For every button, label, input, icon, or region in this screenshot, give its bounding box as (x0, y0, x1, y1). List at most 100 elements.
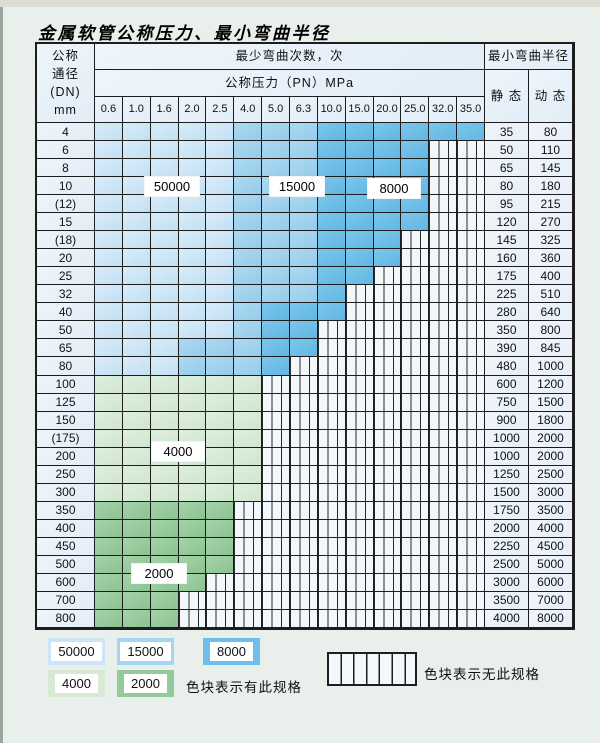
static-radius-cell: 2250 (485, 537, 529, 556)
zone-cell (262, 501, 290, 520)
zone-cell (457, 159, 485, 178)
zone-cell (95, 465, 123, 484)
zone-cell (429, 609, 458, 628)
zone-cell (290, 483, 318, 502)
zone-cell (178, 249, 207, 268)
dynamic-radius-cell: 510 (529, 285, 573, 304)
zone-cell (457, 249, 485, 268)
static-radius-cell: 3000 (485, 573, 529, 592)
zone-cell (317, 465, 346, 484)
zone-cell (290, 393, 318, 412)
legend-no-spec-hatch-box (327, 652, 417, 686)
zone-cell (150, 465, 179, 484)
dynamic-radius-cell: 400 (529, 267, 573, 286)
legend-swatch-8000: 8000 (203, 638, 260, 665)
dn-cell: 250 (37, 465, 95, 484)
zone-cell (234, 267, 263, 286)
dn-cell: 15 (37, 213, 95, 232)
zone-cell (122, 447, 151, 466)
zone-cell (373, 537, 402, 556)
static-radius-cell: 145 (485, 231, 529, 250)
zone-cell (234, 483, 263, 502)
zone-cell (206, 447, 235, 466)
dynamic-column-header: 动 态 (529, 70, 573, 123)
zone-cell (401, 339, 430, 358)
dynamic-radius-cell: 2000 (529, 447, 573, 466)
zone-cell (150, 267, 179, 286)
zone-cell (290, 501, 318, 520)
legend-swatch-15000-label: 15000 (120, 642, 171, 661)
dn-cell: 50 (37, 321, 95, 340)
zone-cell (373, 447, 402, 466)
dn-cell: 125 (37, 393, 95, 412)
zone-cell (234, 609, 263, 628)
zone-cell (234, 231, 263, 250)
zone-cell (122, 375, 151, 394)
zone-cell (290, 285, 318, 304)
zone-cell (150, 591, 179, 610)
zone-cell (95, 429, 123, 448)
zone-cell (345, 573, 374, 592)
zone-cell (206, 123, 235, 142)
zone-cell (178, 159, 207, 178)
zone-cell (457, 141, 485, 160)
zone-cell (401, 321, 430, 340)
zone-cell (150, 249, 179, 268)
zone-cell (95, 195, 123, 214)
zone-cell (262, 465, 290, 484)
zone-cell (178, 141, 207, 160)
zone-cell (401, 303, 430, 322)
zone-cell (206, 591, 235, 610)
zone-cell (457, 123, 485, 142)
zone-cell (206, 609, 235, 628)
zone-cell (178, 483, 207, 502)
zone-cell (373, 123, 402, 142)
zone-cell (345, 285, 374, 304)
zone-cell (401, 159, 430, 178)
zone-cell (429, 375, 458, 394)
zone-cell (206, 195, 235, 214)
zone-cell (401, 609, 430, 628)
zone-cell (262, 393, 290, 412)
zone-cell (178, 285, 207, 304)
zone-cell (234, 285, 263, 304)
zone-cell (290, 591, 318, 610)
dn-cell: 350 (37, 501, 95, 520)
zone-cell (429, 447, 458, 466)
zone-cell (206, 429, 235, 448)
zone-cell (317, 537, 346, 556)
zone-cell (373, 591, 402, 610)
zone-cell (262, 537, 290, 556)
page-top-strip (0, 0, 600, 7)
zone-cell (178, 393, 207, 412)
zone-cell (206, 555, 235, 574)
zone-cell (234, 537, 263, 556)
zone-cell (345, 519, 374, 538)
zone-cell (262, 429, 290, 448)
zone-cell (373, 285, 402, 304)
legend-swatch-50000-label: 50000 (51, 642, 102, 661)
zone-cell (401, 267, 430, 286)
zone-cell (178, 609, 207, 628)
zone-cell (95, 357, 123, 376)
zone-cell (206, 303, 235, 322)
zone-cell (429, 501, 458, 520)
zone-cell (150, 609, 179, 628)
pressure-col-header: 35.0 (457, 97, 485, 123)
zone-cell (122, 465, 151, 484)
zone-cell (429, 555, 458, 574)
zone-cell (345, 231, 374, 250)
zone-cell (429, 339, 458, 358)
zone-cell (345, 267, 374, 286)
zone-cell (95, 609, 123, 628)
zone-cell (401, 591, 430, 610)
zone-cell (178, 375, 207, 394)
zone-cell (122, 339, 151, 358)
zone-cell (95, 411, 123, 430)
static-radius-cell: 225 (485, 285, 529, 304)
zone-cell (234, 213, 263, 232)
zone-cell (345, 555, 374, 574)
zone-cell (150, 339, 179, 358)
zone-cell (373, 411, 402, 430)
zone-cell (206, 141, 235, 160)
